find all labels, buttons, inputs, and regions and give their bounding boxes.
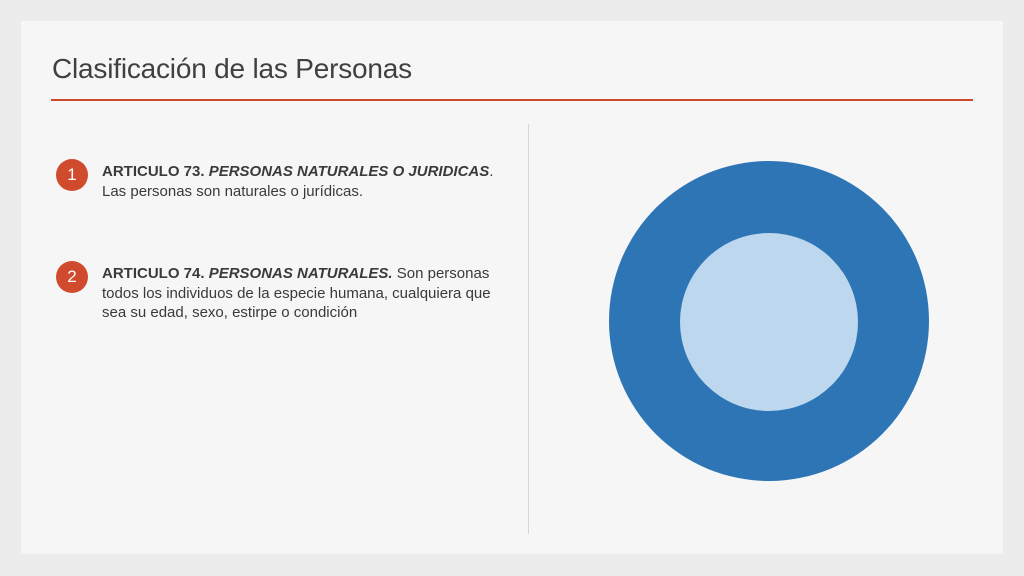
- inner-circle: [680, 233, 858, 411]
- slide: Clasificación de las Personas 1 ARTICULO…: [21, 21, 1003, 554]
- article-heading: ARTICULO 73.: [102, 163, 209, 180]
- slide-title: Clasificación de las Personas: [52, 53, 412, 84]
- article-title: PERSONAS NATURALES.: [208, 265, 393, 282]
- title-underline: [51, 99, 973, 101]
- article-heading: ARTICULO 74.: [102, 265, 209, 282]
- article-title: PERSONAS NATURALES O JURIDICAS: [208, 163, 490, 180]
- number-badge: 2: [56, 261, 88, 293]
- vertical-divider: [528, 124, 529, 534]
- number-badge: 1: [56, 159, 88, 191]
- article-body: . Las personas son naturales o jurídicas…: [102, 163, 494, 200]
- item-text: ARTICULO 73. PERSONAS NATURALES O JURIDI…: [102, 162, 510, 201]
- item-text: ARTICULO 74. PERSONAS NATURALES. Son per…: [102, 264, 510, 323]
- concentric-circles-graphic: [609, 161, 929, 481]
- article-body: Son personas todos los individuos de la …: [102, 265, 491, 321]
